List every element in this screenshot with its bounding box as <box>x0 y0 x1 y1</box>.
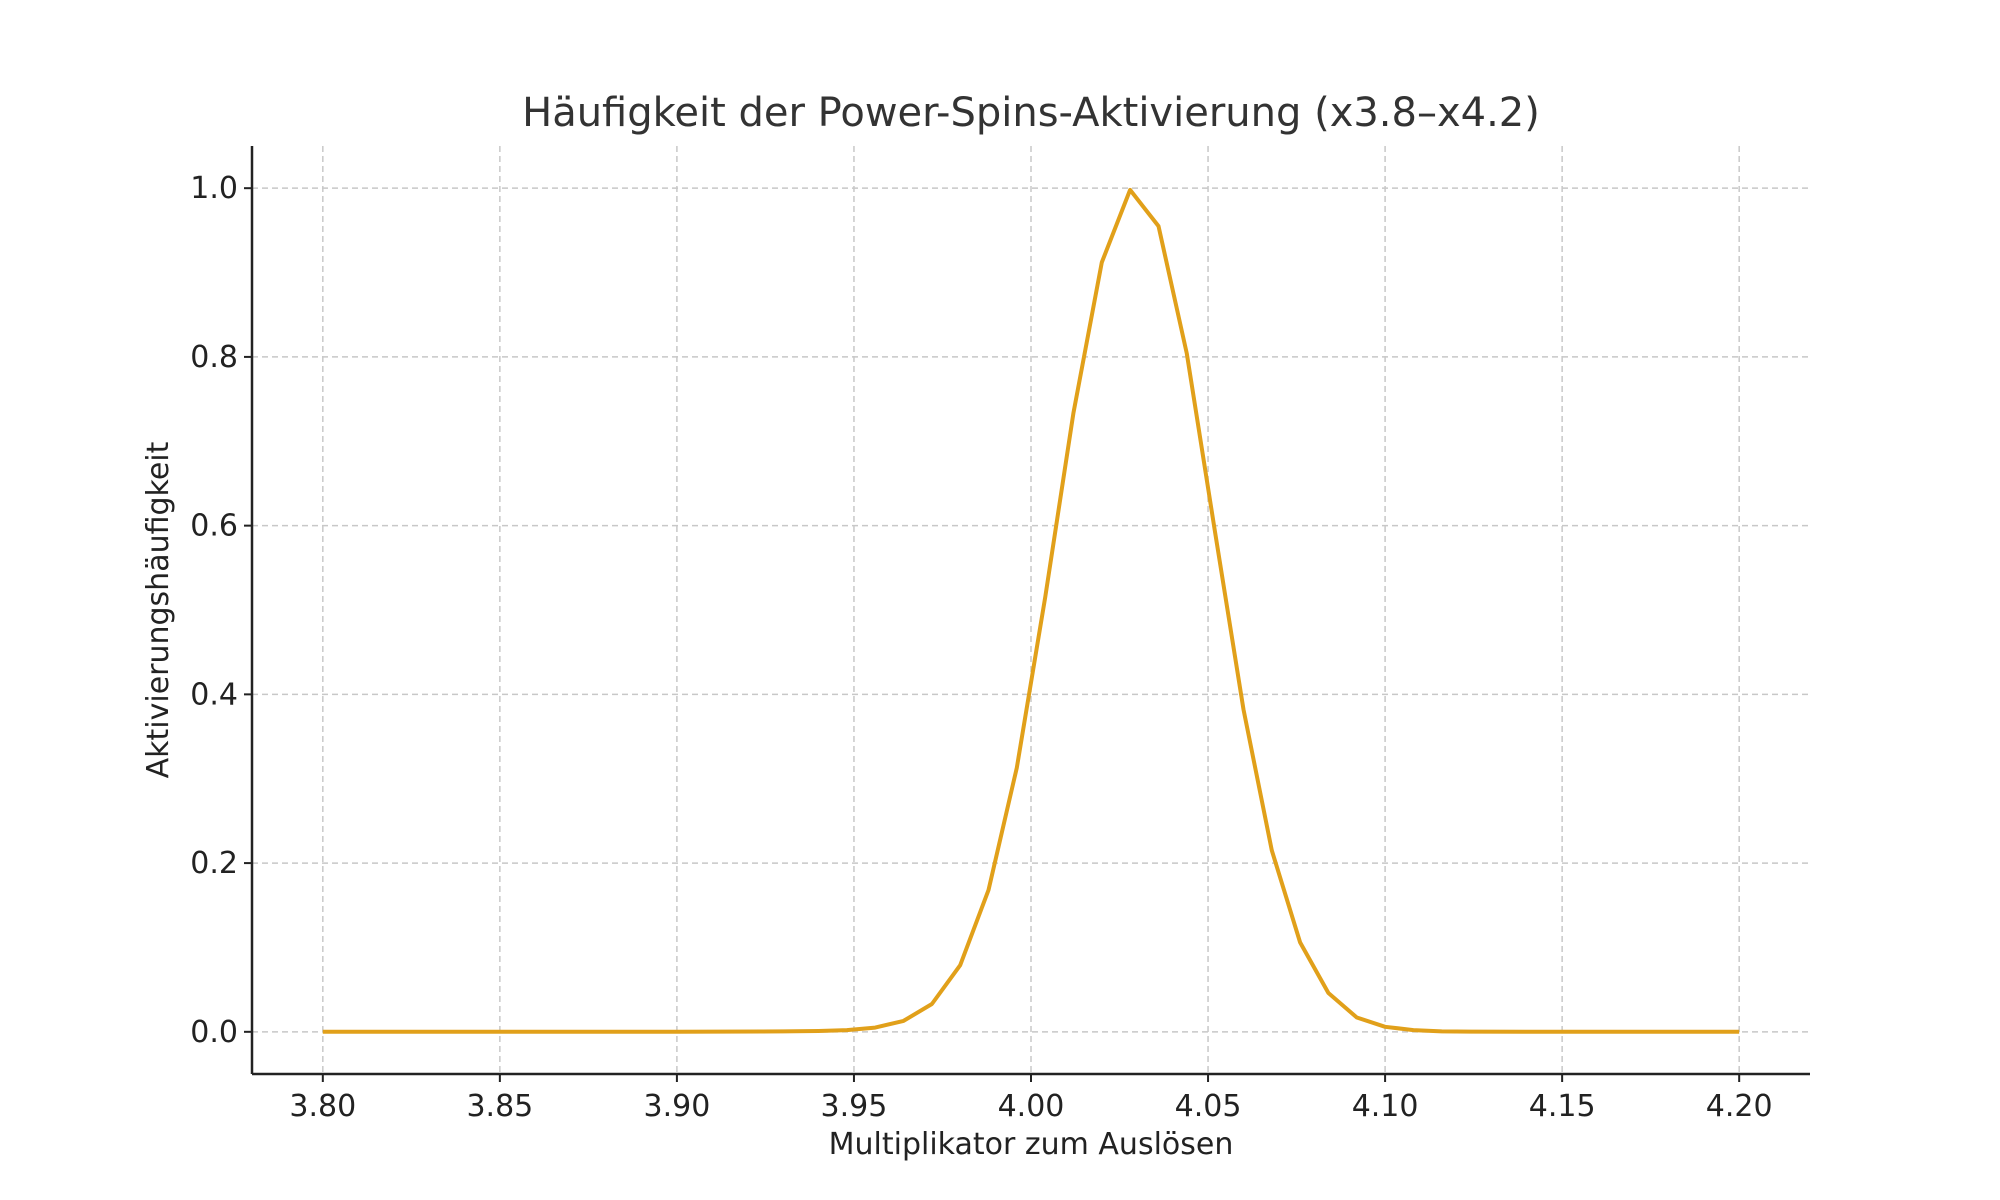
x-tick-label: 4.05 <box>1175 1089 1242 1124</box>
y-tick-label: 0.2 <box>190 846 238 881</box>
x-tick-label: 3.90 <box>644 1089 711 1124</box>
x-tick-label: 4.10 <box>1352 1089 1419 1124</box>
y-tick-label: 0.0 <box>190 1015 238 1050</box>
y-tick-label: 0.8 <box>190 340 238 375</box>
y-tick-label: 1.0 <box>190 171 238 206</box>
grid-layer <box>252 146 1810 1074</box>
series-line-0 <box>322 187 1740 1034</box>
x-tick-label: 3.85 <box>466 1089 533 1124</box>
y-tick-label: 0.6 <box>190 509 238 544</box>
x-tick-label: 3.80 <box>289 1089 356 1124</box>
y-axis-label: Aktivierungshäufigkeit <box>141 441 176 778</box>
y-tick-label: 0.4 <box>190 677 238 712</box>
x-tick-label: 4.15 <box>1529 1089 1596 1124</box>
x-tick-label: 3.95 <box>821 1089 888 1124</box>
x-tick-label: 4.20 <box>1706 1089 1773 1124</box>
chart-title: Häufigkeit der Power-Spins-Aktivierung (… <box>522 90 1540 136</box>
x-tick-label: 4.00 <box>998 1089 1065 1124</box>
tick-layer: 3.80 3.85 3.90 3.95 4.00 4.05 4.10 4.15 4.20 0.0 0… <box>190 171 1772 1124</box>
line-layer <box>322 187 1740 1034</box>
x-axis-label: Multiplikator zum Auslösen <box>829 1127 1234 1162</box>
